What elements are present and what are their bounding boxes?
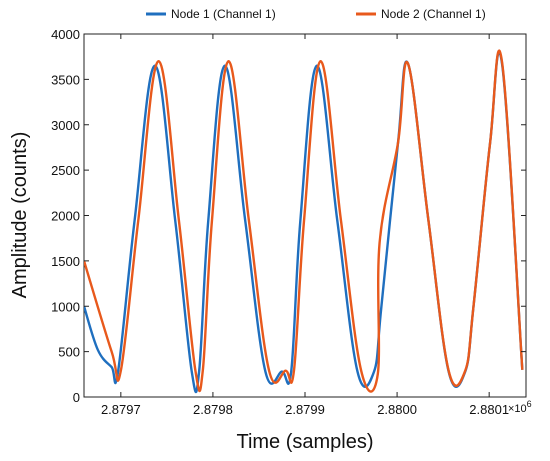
x-tick-label: 2.8799 (285, 402, 325, 417)
y-tick-label: 4000 (51, 27, 80, 42)
y-axis: 0 500 1000 1500 2000 2500 3000 3500 4000 (51, 27, 526, 405)
x-exponent-label: ×106 (508, 399, 532, 415)
series-line-2 (84, 49, 524, 393)
legend-label-1: Node 1 (Channel 1) (171, 7, 276, 21)
x-axis: 2.8797 2.8798 2.8799 2.8800 2.8801 (101, 34, 509, 417)
legend: Node 1 (Channel 1) Node 2 (Channel 1) (146, 7, 486, 21)
y-tick-label: 1500 (51, 254, 80, 269)
y-tick-label: 3500 (51, 72, 80, 87)
y-tick-label: 2500 (51, 163, 80, 178)
x-tick-label: 2.8801 (469, 402, 509, 417)
x-tick-label: 2.8797 (101, 402, 141, 417)
y-tick-label: 3000 (51, 118, 80, 133)
legend-label-2: Node 2 (Channel 1) (381, 7, 486, 21)
x-tick-label: 2.8798 (193, 402, 233, 417)
y-tick-label: 0 (73, 390, 80, 405)
y-tick-label: 500 (58, 345, 80, 360)
y-tick-label: 2000 (51, 209, 80, 224)
y-axis-label: Amplitude (counts) (9, 132, 31, 299)
y-tick-label: 1000 (51, 299, 80, 314)
x-tick-label: 2.8800 (377, 402, 417, 417)
x-axis-label: Time (samples) (236, 431, 373, 453)
series-layer (84, 49, 524, 394)
